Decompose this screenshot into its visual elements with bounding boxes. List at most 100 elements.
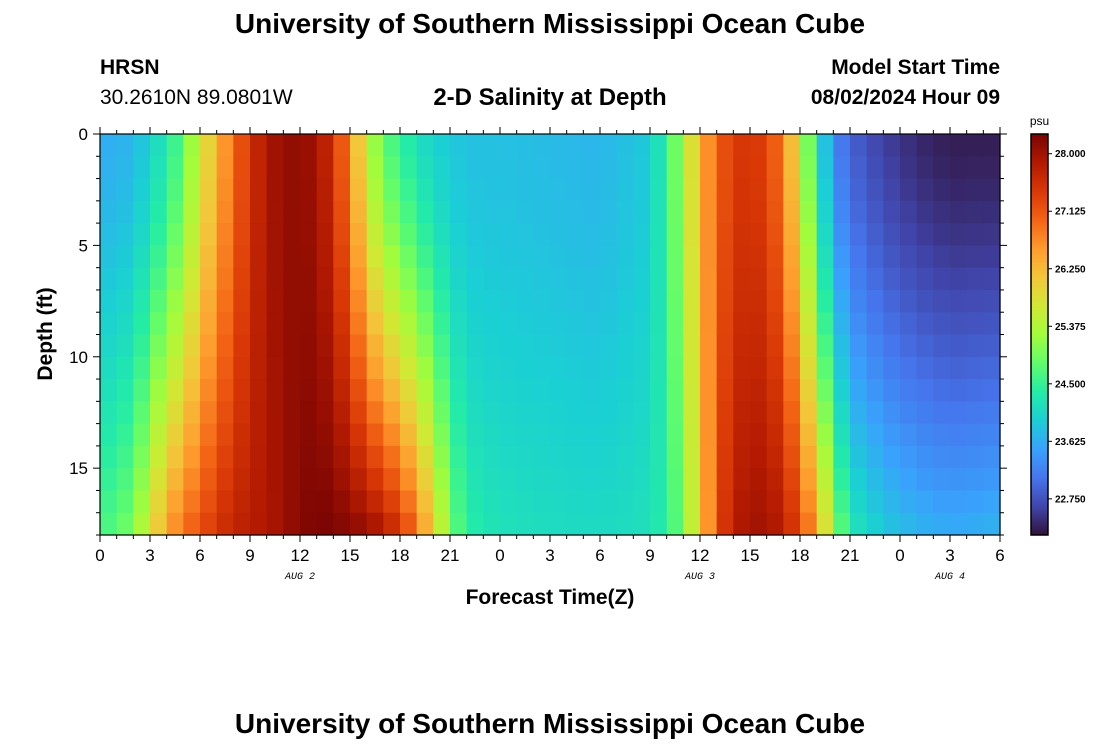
x-tick-label: 15: [741, 546, 760, 565]
heatmap-cell: [616, 200, 634, 224]
heatmap-cell: [483, 512, 501, 536]
heatmap-cell: [716, 334, 734, 358]
heatmap-cell: [883, 423, 901, 447]
heatmap-cell: [350, 289, 368, 313]
heatmap-cell: [233, 200, 251, 224]
heatmap-cell: [583, 490, 601, 514]
heatmap-cell: [916, 401, 934, 425]
heatmap-cell: [966, 223, 984, 246]
heatmap-cell: [333, 468, 351, 492]
heatmap-cell: [650, 334, 668, 358]
heatmap-cell: [316, 401, 334, 425]
heatmap-cell: [500, 423, 518, 447]
heatmap-cell: [800, 490, 818, 514]
heatmap-cell: [916, 312, 934, 336]
heatmap-cell: [266, 379, 284, 402]
heatmap-cell: [716, 490, 734, 514]
heatmap-cell: [433, 468, 451, 492]
heatmap-cell: [166, 245, 184, 269]
y-tick-label: 15: [69, 459, 88, 478]
heatmap-cell: [983, 512, 1001, 536]
heatmap-cell: [600, 445, 618, 469]
heatmap-cell: [833, 245, 851, 269]
heatmap-cell: [950, 267, 968, 291]
heatmap-cell: [166, 289, 184, 313]
heatmap-cell: [733, 178, 751, 202]
heatmap-cell: [833, 356, 851, 380]
heatmap-cell: [650, 468, 668, 492]
heatmap-cell: [650, 245, 668, 269]
heatmap-cell: [483, 379, 501, 402]
heatmap-cell: [566, 379, 584, 402]
heatmap-cell: [816, 245, 834, 269]
heatmap-cell: [816, 334, 834, 358]
heatmap-cell: [816, 468, 834, 492]
heatmap-cell: [966, 245, 984, 269]
heatmap-cell: [766, 445, 784, 469]
heatmap-cell: [416, 512, 434, 536]
heatmap-cell: [300, 445, 318, 469]
heatmap-cell: [900, 267, 918, 291]
heatmap-cell: [533, 312, 551, 336]
heatmap-cell: [116, 401, 134, 425]
heatmap-cell: [300, 490, 318, 514]
heatmap-cell: [200, 156, 218, 180]
heatmap-cell: [900, 223, 918, 246]
heatmap-cell: [933, 178, 951, 202]
heatmap-cell: [533, 445, 551, 469]
heatmap-cell: [583, 156, 601, 180]
heatmap-cell: [550, 312, 568, 336]
heatmap-cell: [250, 423, 268, 447]
heatmap-cell: [800, 423, 818, 447]
heatmap-cell: [866, 178, 884, 202]
heatmap-cell: [983, 200, 1001, 224]
heatmap-cell: [350, 245, 368, 269]
heatmap-cell: [833, 134, 851, 157]
heatmap-cell: [200, 178, 218, 202]
heatmap-cell: [516, 512, 534, 536]
heatmap-cell: [950, 445, 968, 469]
heatmap-cell: [800, 512, 818, 536]
heatmap-cell: [950, 379, 968, 402]
heatmap-cell: [733, 289, 751, 313]
heatmap-cell: [150, 245, 168, 269]
heatmap-cell: [800, 200, 818, 224]
heatmap-cell: [683, 156, 701, 180]
heatmap-cell: [750, 379, 768, 402]
heatmap-cell: [366, 245, 384, 269]
heatmap-cell: [366, 445, 384, 469]
heatmap-cell: [116, 379, 134, 402]
heatmap-cell: [900, 423, 918, 447]
heatmap-cell: [450, 134, 468, 157]
heatmap-cell: [466, 200, 484, 224]
heatmap-cell: [833, 490, 851, 514]
heatmap-cell: [416, 445, 434, 469]
heatmap-cell: [966, 401, 984, 425]
heatmap-cell: [233, 267, 251, 291]
heatmap-cell: [716, 134, 734, 157]
heatmap-cell: [100, 156, 118, 180]
heatmap-cell: [783, 178, 801, 202]
heatmap-cell: [766, 134, 784, 157]
heatmap-cell: [400, 156, 418, 180]
heatmap-cell: [233, 156, 251, 180]
heatmap-cell: [666, 490, 684, 514]
heatmap-cell: [483, 156, 501, 180]
heatmap-cell: [450, 223, 468, 246]
heatmap-cell: [300, 512, 318, 536]
heatmap-cell: [283, 445, 301, 469]
heatmap-cell: [966, 423, 984, 447]
heatmap-cell: [300, 289, 318, 313]
heatmap-cell: [350, 334, 368, 358]
heatmap-cell: [966, 379, 984, 402]
heatmap-cell: [983, 356, 1001, 380]
heatmap-cell: [450, 468, 468, 492]
heatmap-cell: [366, 401, 384, 425]
heatmap-cell: [133, 156, 151, 180]
heatmap-cell: [650, 289, 668, 313]
heatmap-cell: [600, 356, 618, 380]
heatmap-cell: [566, 312, 584, 336]
heatmap-cell: [983, 134, 1001, 157]
heatmap-cell: [666, 379, 684, 402]
heatmap-cell: [683, 423, 701, 447]
